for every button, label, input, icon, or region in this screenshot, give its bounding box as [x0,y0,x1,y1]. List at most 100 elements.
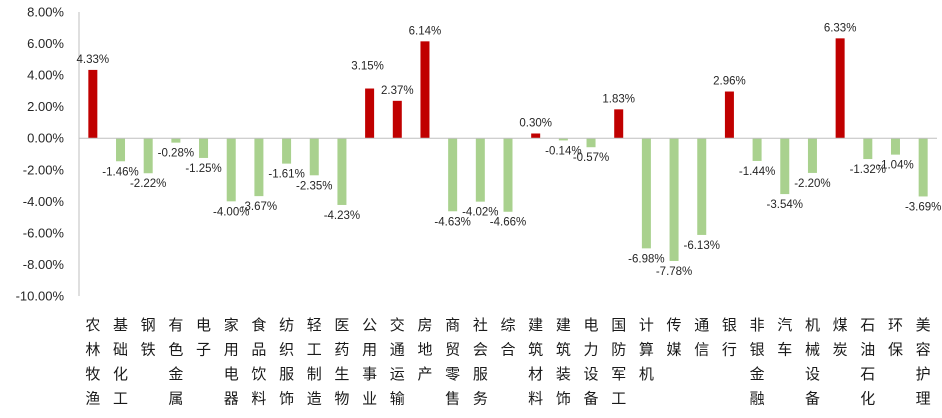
data-label: -1.46% [102,166,138,178]
category-label: 钢铁 [141,316,156,359]
category-label: 电子 [196,316,211,359]
category-label: 家用电器 [224,316,239,408]
category-label: 有色金属 [168,316,183,408]
bar [171,138,181,143]
bar [531,133,541,139]
data-label: -1.25% [185,163,221,175]
data-label: -3.69% [905,201,941,213]
bar [641,138,651,249]
category-label: 商贸零售 [445,316,460,408]
data-label: 1.83% [602,93,635,105]
bar [780,138,790,195]
category-label: 国防军工 [611,316,626,408]
category-label: 电力设备 [584,316,599,408]
data-label: -4.02% [462,207,498,219]
y-tick-label: 2.00% [27,99,64,114]
category-label: 食品饮料 [251,316,266,408]
bar [475,138,485,202]
data-label: -0.57% [573,152,609,164]
y-tick-label: -2.00% [23,162,65,177]
category-label: 汽车 [777,316,792,359]
bar [669,138,679,261]
data-label: -2.22% [130,178,166,190]
category-label: 机械设备 [805,316,820,408]
category-label: 美容护理 [916,316,931,408]
category-label: 公用事业 [362,316,377,408]
data-label: -6.98% [628,253,664,265]
category-label: 房地产 [417,316,432,383]
bar [226,138,236,202]
data-label: 6.33% [824,22,857,34]
data-label: -4.00% [213,206,249,218]
bar [586,138,596,148]
y-tick-label: 4.00% [27,68,64,83]
data-label: -0.14% [545,145,581,157]
bar [752,138,762,161]
bar [807,138,817,173]
data-label: -1.04% [877,160,913,172]
data-label: 4.33% [77,54,110,66]
data-label: -7.78% [656,266,692,278]
bar [116,138,126,162]
data-label: -1.61% [268,169,304,181]
bar [448,138,458,212]
x-axis-category-labels: 农林牧渔基础化工钢铁有色金属电子家用电器食品饮料纺织服饰轻工制造医药生物公用事业… [85,316,930,408]
category-label: 医药生物 [334,316,349,408]
data-label: 2.37% [381,85,414,97]
y-axis-ticks: 8.00% 6.00% 4.00% 2.00% 0.00% -2.00% -4.00% -6.… [16,5,65,304]
bar [697,138,707,235]
category-label: 计算机 [639,316,654,383]
category-label: 传媒 [667,316,682,359]
bar [420,41,430,139]
category-label: 环保 [888,316,903,359]
category-label: 非银金融 [750,316,765,408]
bar [890,138,900,155]
y-tick-label: 8.00% [27,5,64,20]
y-tick-label: 0.00% [27,131,64,146]
bar [863,138,873,160]
data-label: -2.35% [296,180,332,192]
bar [282,138,292,164]
bar [309,138,319,176]
bar [614,109,624,139]
bar [918,138,928,197]
category-label: 通信 [694,316,709,359]
bar [88,69,98,139]
data-label: 2.96% [713,76,746,88]
category-label: 石油石化 [860,316,875,408]
data-label: -3.67% [241,201,277,213]
y-tick-label: -6.00% [23,225,65,240]
data-label: -1.32% [850,164,886,176]
bar [558,138,568,141]
category-label: 银行 [722,316,737,359]
category-label: 建筑材料 [528,316,543,408]
y-tick-label: -8.00% [23,257,65,272]
category-label: 综合 [500,316,515,359]
data-label: 3.15% [351,61,384,73]
data-labels: 4.33% -1.46%-2.22% -0.28% -1.25% -4.00%-3.67… [77,22,942,278]
data-label: 0.30% [519,117,552,129]
data-label: -2.20% [794,178,830,190]
category-label: 基础化工 [113,316,128,408]
bar [392,100,402,139]
y-tick-label: 6.00% [27,36,64,51]
data-label: -4.23% [324,210,360,222]
category-label: 建筑装饰 [556,316,571,408]
bar [143,138,153,174]
bar [835,38,845,139]
data-label: -6.13% [684,240,720,252]
bar [365,88,375,139]
data-label: -4.66% [490,217,526,229]
bar [199,138,209,158]
category-label: 纺织服饰 [279,316,294,408]
y-tick-label: -10.00% [16,289,65,304]
category-label: 轻工制造 [307,316,322,408]
category-label: 煤炭 [833,316,848,359]
bar [724,91,734,139]
category-label: 交通运输 [390,316,405,408]
bar [337,138,347,205]
bars [88,38,928,261]
data-label: 6.14% [409,25,442,37]
